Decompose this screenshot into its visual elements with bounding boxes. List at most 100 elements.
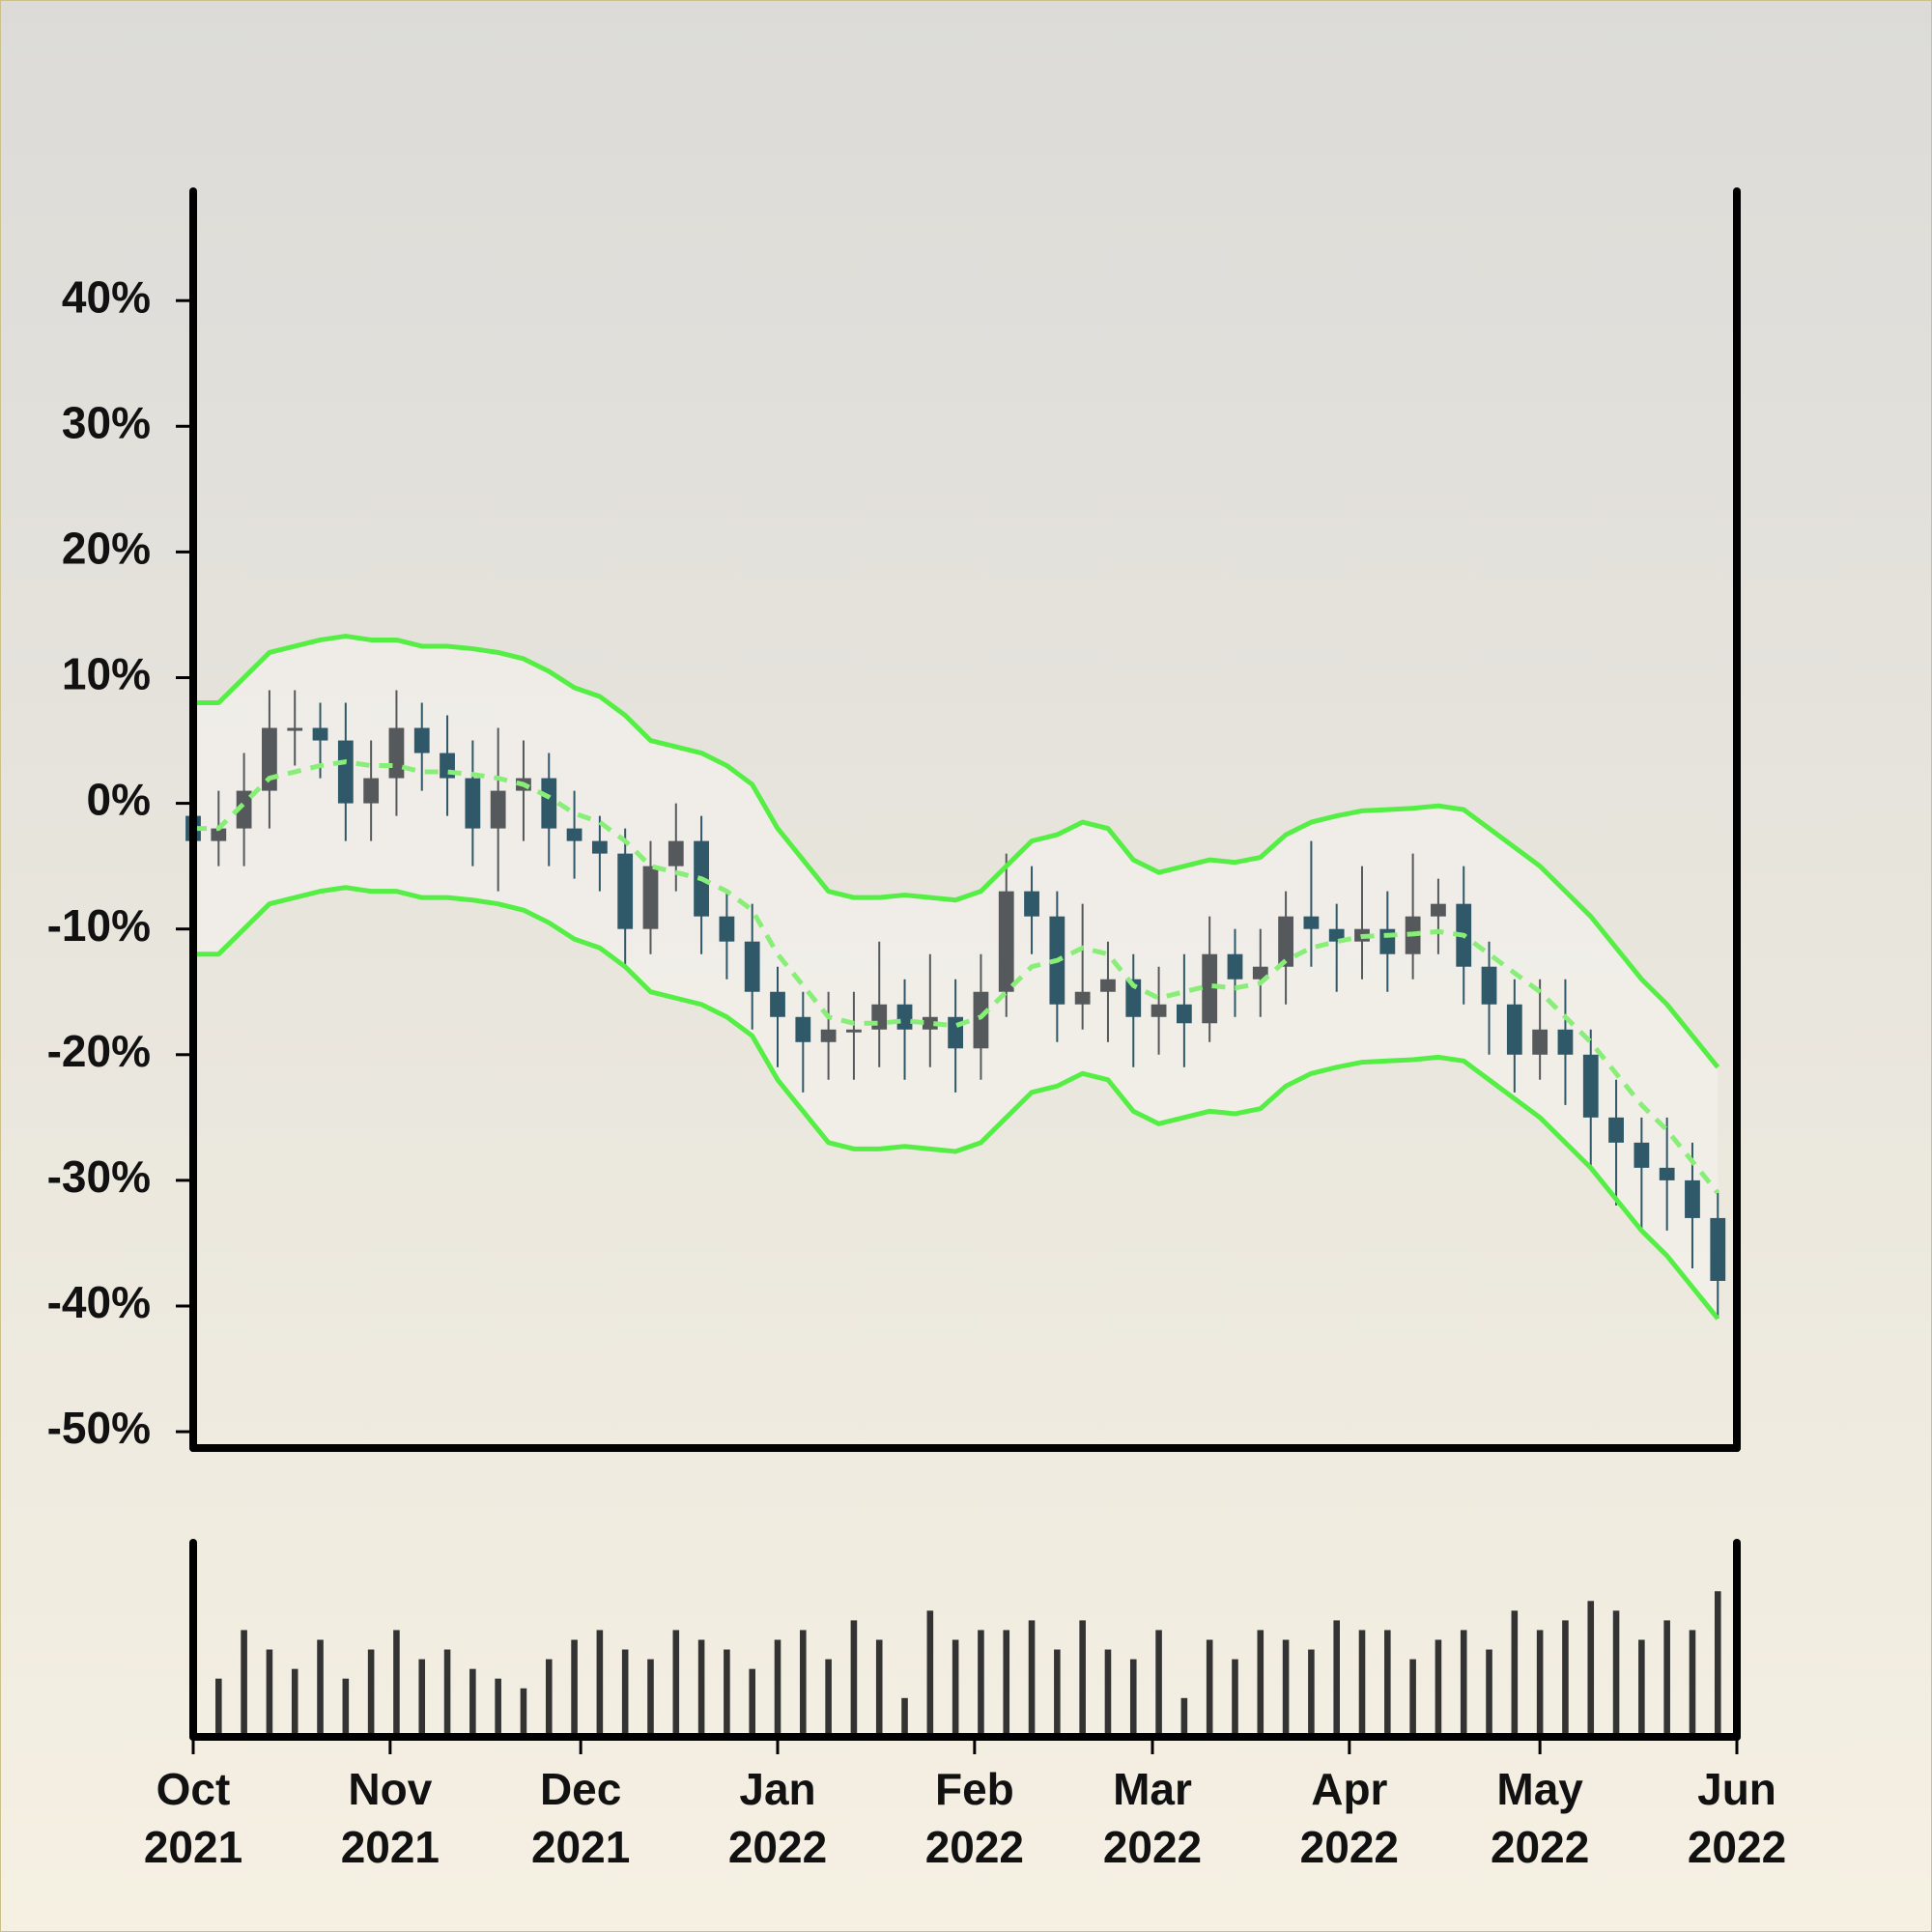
volume-bar <box>443 1649 451 1737</box>
x-tick-label-line: 2022 <box>1300 1822 1399 1872</box>
band-middle <box>193 759 1720 1195</box>
candle-body <box>465 778 481 829</box>
x-tick-label: Feb 2022 <box>925 1764 1024 1872</box>
y-tick-label: 0% <box>87 775 151 825</box>
candle-body <box>211 828 227 841</box>
y-tick-label: 30% <box>62 397 151 447</box>
candle-body <box>1685 1179 1700 1218</box>
candle-body <box>744 941 760 992</box>
candle-body <box>795 1016 811 1042</box>
volume-bar <box>495 1678 501 1737</box>
candle-body <box>770 991 785 1017</box>
volume-bar <box>1054 1649 1061 1737</box>
candle-body <box>1608 1117 1624 1143</box>
candle-body <box>1227 953 1243 980</box>
volume-bar <box>418 1659 426 1737</box>
volume-bar <box>1612 1610 1620 1737</box>
volume-bar <box>1714 1591 1721 1737</box>
x-tick-label-line: 2021 <box>531 1822 630 1872</box>
candle-body <box>846 1029 862 1033</box>
candle-body <box>820 1029 837 1042</box>
volume-bar <box>393 1630 400 1737</box>
candle-body <box>236 790 252 829</box>
volume-bar <box>1638 1639 1645 1737</box>
volume-bar <box>1358 1630 1366 1737</box>
volume-bar <box>291 1668 298 1737</box>
candle-body <box>973 991 989 1049</box>
volume-bar <box>1028 1620 1036 1737</box>
candle-body <box>1074 991 1091 1005</box>
volume-bar <box>621 1649 629 1737</box>
candle-body <box>1024 891 1039 917</box>
x-tick-label-line: Mar <box>1113 1764 1192 1814</box>
band-upper <box>193 634 1720 1069</box>
candle-body <box>1278 916 1293 967</box>
x-tick-label-line: 2021 <box>341 1822 440 1872</box>
candle-body <box>1532 1029 1548 1055</box>
candle-body <box>1431 903 1446 917</box>
x-tick-label-line: 2022 <box>1491 1822 1589 1872</box>
x-tick-label: Jun 2022 <box>1688 1764 1786 1872</box>
volume-bar <box>1587 1601 1595 1737</box>
volume-bar <box>342 1678 350 1737</box>
x-tick-label-line: 2022 <box>925 1822 1024 1872</box>
candle-body <box>1151 1004 1167 1017</box>
y-tick-label: 10% <box>62 649 151 699</box>
candle-body <box>337 740 354 804</box>
volume-bar <box>1511 1610 1519 1737</box>
volume-bar <box>596 1630 604 1737</box>
volume-bar <box>1180 1697 1188 1737</box>
candle-body <box>1659 1167 1675 1180</box>
candle-body <box>287 727 303 731</box>
candle-body <box>1634 1142 1650 1168</box>
volume-bar <box>1257 1630 1264 1737</box>
volume-bar <box>215 1678 222 1737</box>
volume-bar <box>697 1639 705 1737</box>
volume-bar <box>1460 1630 1467 1737</box>
y-tick-label: -40% <box>47 1277 151 1327</box>
x-tick-label-line: 2022 <box>1688 1822 1786 1872</box>
x-tick-label-line: 2022 <box>1103 1822 1202 1872</box>
volume-bar <box>1308 1649 1315 1737</box>
volume-bar <box>1384 1630 1391 1737</box>
candle-body <box>388 727 405 779</box>
volume-bar <box>1282 1639 1290 1737</box>
volume-bar <box>1079 1620 1086 1737</box>
volume-bar <box>1536 1630 1544 1737</box>
volume-bar <box>952 1639 959 1737</box>
volume-bar <box>317 1639 324 1737</box>
candle-body <box>1582 1054 1599 1118</box>
x-tick-label-line: 2021 <box>144 1822 242 1872</box>
candle-body <box>1176 1004 1192 1024</box>
volume-bar <box>1129 1659 1137 1737</box>
candle-body <box>617 853 634 929</box>
volume-bar <box>520 1688 527 1737</box>
candle-body <box>871 1004 888 1030</box>
candle-body <box>413 727 430 753</box>
volume-bar <box>825 1659 832 1737</box>
candle-body <box>1481 966 1497 1005</box>
volume-bar <box>800 1630 807 1737</box>
y-tick-label: 20% <box>62 524 151 574</box>
volume-bar <box>774 1639 781 1737</box>
volume-bar <box>1232 1659 1238 1737</box>
volume-bar <box>978 1630 984 1737</box>
volume-bar <box>1435 1639 1442 1737</box>
candle-body <box>998 891 1014 992</box>
band-lower <box>193 885 1720 1321</box>
x-tick-label-line: Dec <box>540 1764 621 1814</box>
candle-body <box>490 790 506 829</box>
volume-bar <box>1409 1659 1416 1737</box>
x-tick-label-line: Feb <box>935 1764 1014 1814</box>
volume-bar <box>1486 1649 1492 1737</box>
volume-bar <box>545 1659 553 1737</box>
volume-bar <box>672 1630 680 1737</box>
candle-body <box>1252 966 1268 980</box>
candle-body <box>1202 953 1218 1024</box>
candle-body <box>1100 979 1116 992</box>
x-tick-label: Apr 2022 <box>1300 1764 1399 1872</box>
x-tick-label-line: Oct <box>156 1764 231 1814</box>
candle-body <box>922 1016 938 1030</box>
